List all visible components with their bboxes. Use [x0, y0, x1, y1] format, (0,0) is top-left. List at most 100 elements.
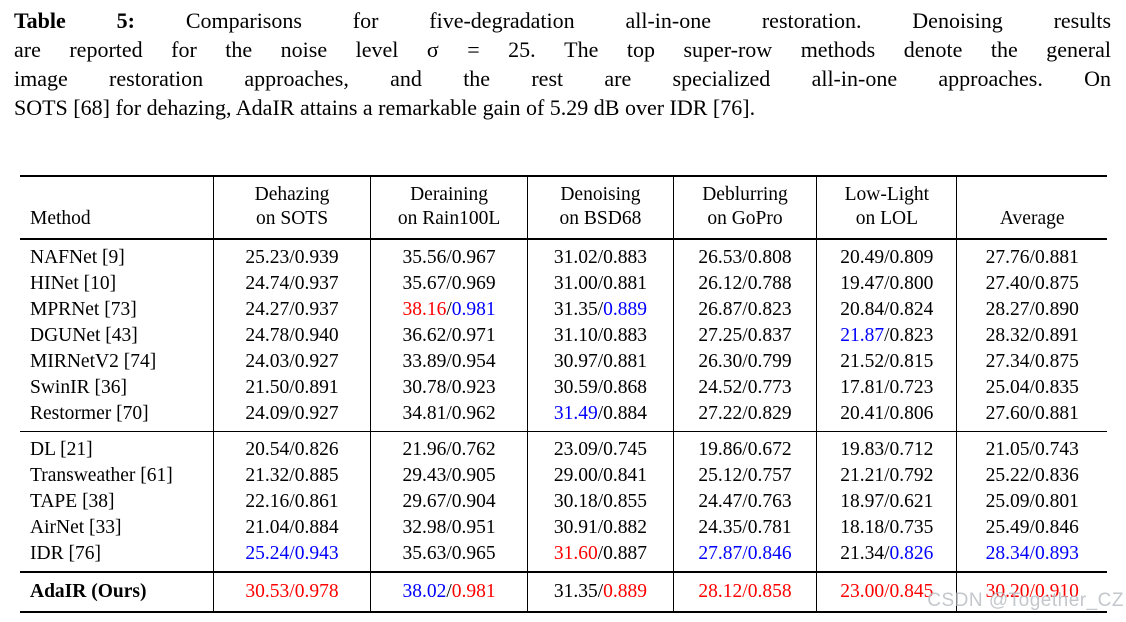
table-caption: Table 5: Comparisons for five-degradatio… — [14, 6, 1111, 122]
slash: / — [742, 377, 748, 398]
metric-cell: 25.04/0.835 — [956, 375, 1107, 401]
slash: / — [742, 439, 748, 460]
slash: / — [884, 403, 890, 424]
slash: / — [597, 247, 604, 268]
table-row: Restormer [70] 24.09/0.927 34.81/0.962 31.4… — [20, 401, 1107, 432]
psnr-value: 31.49 — [553, 403, 598, 424]
metric-cell: 29.67/0.904 — [370, 489, 528, 515]
slash: / — [446, 325, 452, 346]
slash: / — [884, 351, 890, 372]
slash: / — [884, 273, 890, 294]
method-cell: NAFNet [9] — [30, 247, 125, 268]
ssim-value: 0.835 — [1034, 377, 1079, 398]
table-row: Transweather [61] 21.32/0.885 29.43/0.905 2… — [20, 463, 1107, 489]
ssim-value: 0.858 — [747, 581, 792, 602]
metric-cell: 28.34/0.893 — [956, 541, 1107, 572]
psnr-value: 31.35 — [553, 299, 598, 320]
method-cell: HINet [10] — [30, 273, 117, 294]
metric-cell: 19.86/0.672 — [672, 431, 817, 463]
psnr-value: 26.30 — [698, 351, 743, 372]
metric-cell: 25.09/0.801 — [956, 489, 1107, 515]
method-cell: AirNet [33] — [30, 517, 122, 538]
ssim-value: 0.923 — [451, 377, 496, 398]
ssim-value: 0.889 — [603, 581, 648, 602]
slash: / — [446, 439, 452, 460]
slash: / — [742, 465, 748, 486]
psnr-value: 33.89 — [402, 351, 447, 372]
psnr-value: 28.27 — [985, 299, 1030, 320]
slash: / — [446, 247, 452, 268]
method-cell: MPRNet [73] — [30, 299, 137, 320]
slash: / — [1029, 581, 1035, 602]
ssim-value: 0.962 — [451, 403, 496, 424]
ssim-value: 0.889 — [603, 299, 648, 320]
slash: / — [597, 351, 604, 372]
metric-cell: 24.09/0.927 — [212, 401, 371, 432]
metric-cell: 30.53/0.978 — [212, 571, 371, 612]
column-header: Denoising on BSD68 — [527, 176, 674, 240]
psnr-value: 26.12 — [698, 273, 743, 294]
ssim-value: 0.763 — [747, 491, 792, 512]
slash: / — [597, 543, 604, 564]
ssim-value: 0.837 — [747, 325, 792, 346]
metric-cell: 24.74/0.937 — [212, 271, 371, 297]
psnr-value: 28.12 — [698, 581, 743, 602]
psnr-value: 27.22 — [698, 403, 743, 424]
slash: / — [446, 299, 452, 320]
slash: / — [446, 351, 452, 372]
psnr-value: 29.43 — [402, 465, 447, 486]
psnr-value: 20.54 — [245, 439, 290, 460]
ssim-value: 0.891 — [1034, 325, 1079, 346]
ssim-value: 0.806 — [889, 403, 934, 424]
ssim-value: 0.885 — [294, 465, 339, 486]
ssim-value: 0.905 — [451, 465, 496, 486]
slash: / — [742, 325, 748, 346]
ssim-value: 0.621 — [889, 491, 934, 512]
metric-cell: 31.02/0.883 — [527, 239, 674, 271]
psnr-value: 27.87 — [698, 543, 743, 564]
psnr-value: 25.22 — [985, 465, 1030, 486]
slash: / — [289, 325, 295, 346]
ssim-value: 0.745 — [603, 439, 648, 460]
metric-cell: 27.34/0.875 — [956, 349, 1107, 375]
column-header: Dehazing on SOTS — [212, 176, 371, 240]
psnr-value: 38.16 — [402, 299, 447, 320]
table-row: IDR [76] 25.24/0.943 35.63/0.965 31.60/0.88… — [20, 541, 1107, 572]
table-row: SwinIR [36] 21.50/0.891 30.78/0.923 30.59/0… — [20, 375, 1107, 401]
ssim-value: 0.841 — [603, 465, 648, 486]
psnr-value: 27.34 — [985, 351, 1030, 372]
ssim-value: 0.672 — [747, 439, 792, 460]
metric-cell: 27.25/0.837 — [672, 323, 817, 349]
metric-cell: 21.96/0.762 — [370, 431, 528, 463]
column-header: Deblurring on GoPro — [672, 176, 817, 240]
metric-cell: 21.52/0.815 — [816, 349, 957, 375]
ssim-value: 0.815 — [889, 351, 934, 372]
slash: / — [1029, 273, 1035, 294]
slash: / — [1029, 299, 1035, 320]
table-row: HINet [10] 24.74/0.937 35.67/0.969 31.00/0.… — [20, 271, 1107, 297]
metric-cell: 20.54/0.826 — [212, 431, 371, 463]
metric-cell: 21.05/0.743 — [956, 431, 1107, 463]
metric-cell: 29.43/0.905 — [370, 463, 528, 489]
table-row: AdaIR (Ours) 30.53/0.978 38.02/0.981 31.35/… — [20, 571, 1107, 612]
table-row: DL [21] 20.54/0.826 21.96/0.762 23.09/0.745… — [20, 431, 1107, 463]
psnr-value: 30.18 — [553, 491, 598, 512]
psnr-value: 35.67 — [402, 273, 447, 294]
slash: / — [446, 517, 452, 538]
ssim-value: 0.967 — [451, 247, 496, 268]
ssim-value: 0.808 — [747, 247, 792, 268]
psnr-value: 24.47 — [698, 491, 743, 512]
ssim-value: 0.845 — [889, 581, 934, 602]
metric-cell: 24.52/0.773 — [672, 375, 817, 401]
metric-cell: 34.81/0.962 — [370, 401, 528, 432]
column-header-line1: Denoising — [560, 184, 641, 205]
ssim-value: 0.971 — [451, 325, 496, 346]
slash: / — [742, 247, 748, 268]
slash: / — [289, 543, 295, 564]
slash: / — [446, 465, 452, 486]
metric-cell: 27.60/0.881 — [956, 401, 1107, 432]
psnr-value: 27.25 — [698, 325, 743, 346]
slash: / — [1029, 543, 1035, 564]
metric-cell: 29.00/0.841 — [527, 463, 674, 489]
ssim-value: 0.891 — [294, 377, 339, 398]
